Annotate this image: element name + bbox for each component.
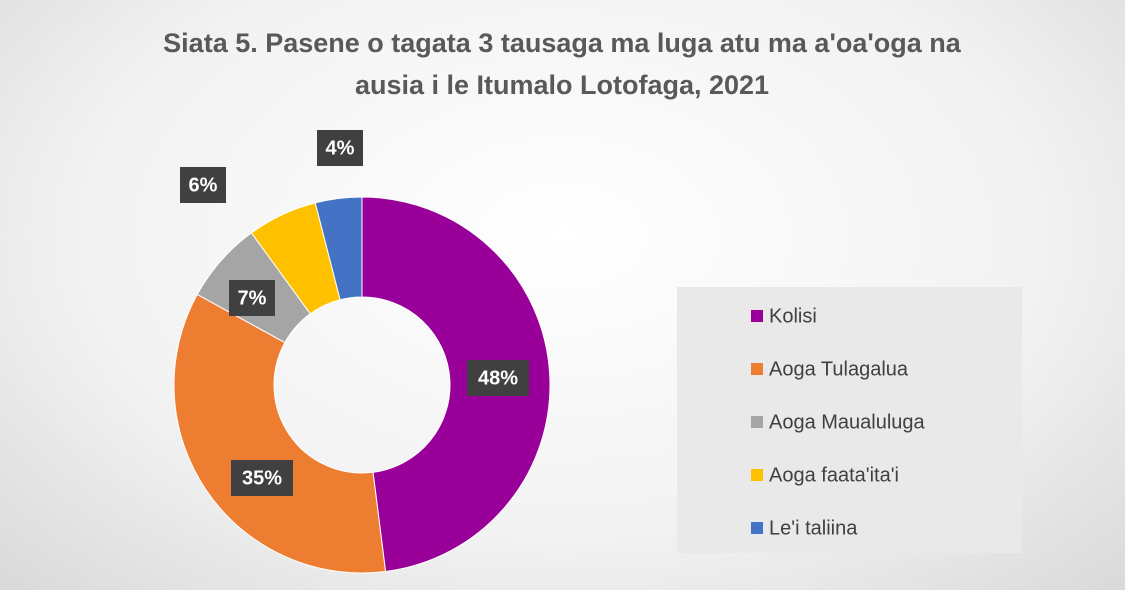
donut-slice (314, 196, 363, 301)
donut-slice (173, 293, 387, 574)
data-label: 7% (238, 287, 267, 309)
legend-label: Kolisi (769, 305, 817, 327)
data-label-box (231, 460, 293, 496)
legend-swatch (751, 310, 763, 322)
legend-label: Aoga faata'ita'i (769, 464, 899, 486)
data-label-box (229, 280, 275, 316)
data-label: 6% (189, 174, 218, 196)
donut-slice (361, 196, 551, 573)
legend-swatch (751, 469, 763, 481)
chart-title: Siata 5. Pasene o tagata 3 tausaga ma lu… (163, 28, 961, 100)
legend-swatch (751, 363, 763, 375)
data-label: 4% (326, 137, 355, 159)
data-label-box (317, 130, 363, 166)
legend-swatch (751, 522, 763, 534)
legend-label: Le'i taliina (769, 517, 858, 539)
legend-label: Aoga Maualuluga (769, 411, 926, 433)
legend-swatch (751, 416, 763, 428)
data-label-box (467, 360, 529, 396)
data-label: 35% (242, 467, 282, 489)
data-label: 48% (478, 367, 518, 389)
legend-label: Aoga Tulagalua (769, 358, 909, 380)
data-label-box (180, 167, 226, 203)
legend-box (677, 287, 1022, 553)
